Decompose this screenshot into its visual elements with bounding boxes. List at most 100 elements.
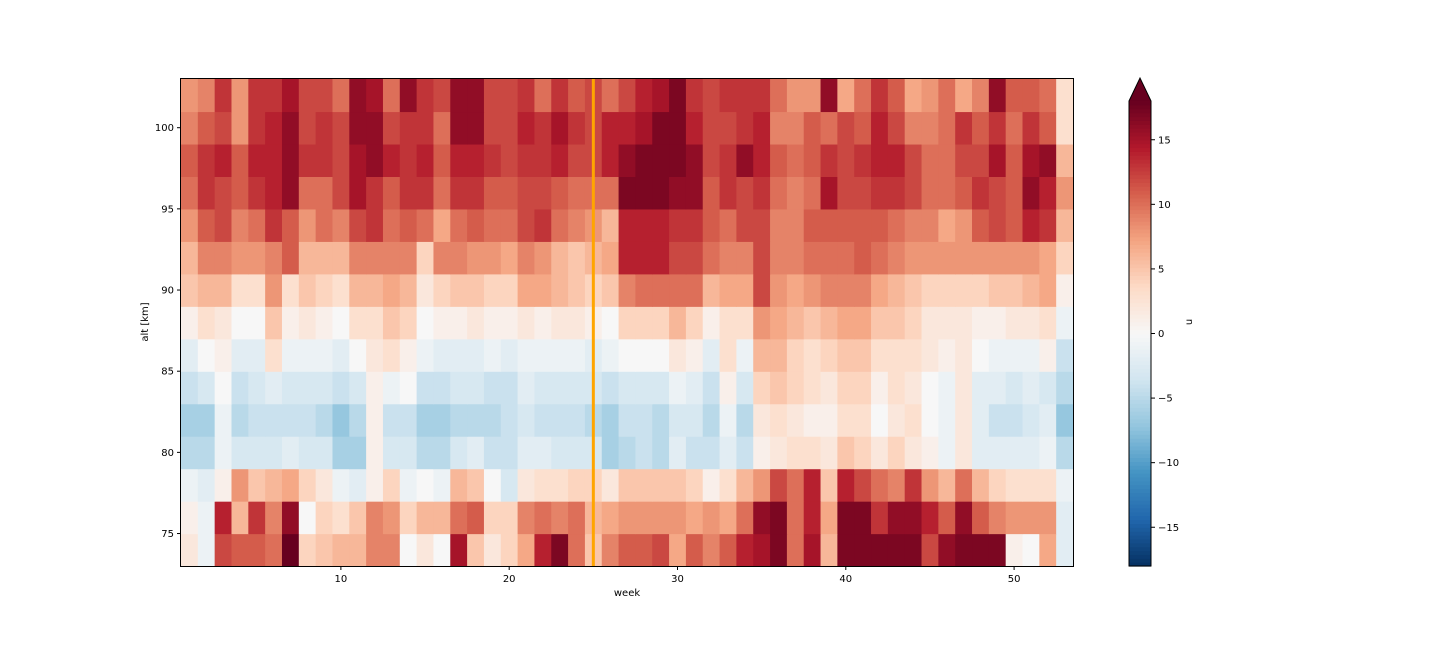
heatmap-cell xyxy=(786,241,805,275)
heatmap-cell xyxy=(568,371,586,405)
heatmap-cell xyxy=(837,533,855,567)
heatmap-cell xyxy=(601,436,620,470)
heatmap-cell xyxy=(972,338,990,372)
heatmap-cell xyxy=(450,208,468,242)
heatmap-cell xyxy=(416,371,435,405)
heatmap-cell xyxy=(1005,176,1024,210)
colorbar-segment xyxy=(1129,368,1151,373)
heatmap-cell xyxy=(265,111,283,145)
heatmap-cell xyxy=(955,208,973,242)
heatmap-cell xyxy=(988,338,1007,372)
heatmap-cell xyxy=(248,403,266,437)
heatmap-cell xyxy=(803,338,822,372)
heatmap-cell xyxy=(938,143,956,177)
heatmap-cell xyxy=(904,533,923,567)
heatmap-cell xyxy=(467,468,485,502)
heatmap-cell xyxy=(635,241,653,275)
heatmap-cell xyxy=(770,468,788,502)
heatmap-cell xyxy=(332,338,350,372)
colorbar-segment xyxy=(1129,205,1151,211)
heatmap-cell xyxy=(1005,403,1024,437)
heatmap-cell xyxy=(820,306,838,340)
heatmap-cell xyxy=(500,468,519,502)
heatmap-cell xyxy=(955,338,973,372)
colorbar-segment xyxy=(1129,294,1151,300)
heatmap-cell xyxy=(685,176,704,210)
x-tick-label: 30 xyxy=(671,574,684,585)
heatmap-cell xyxy=(382,176,401,210)
colorbar-segment xyxy=(1129,364,1151,369)
heatmap-cell xyxy=(1039,338,1057,372)
heatmap-cell xyxy=(753,143,771,177)
heatmap-cell xyxy=(315,306,334,340)
heatmap-cell xyxy=(231,533,249,567)
heatmap-cell xyxy=(433,501,451,535)
heatmap-cell xyxy=(820,176,838,210)
heatmap-cell xyxy=(820,371,838,405)
heatmap-cell xyxy=(298,208,317,242)
heatmap-cell xyxy=(1005,79,1024,113)
y-tick-label: 75 xyxy=(161,529,174,540)
heatmap-cell xyxy=(770,306,788,340)
colorbar-segment xyxy=(1129,562,1151,567)
heatmap-cell xyxy=(1039,241,1057,275)
heatmap-cell xyxy=(635,208,653,242)
heatmap-cell xyxy=(181,176,199,210)
heatmap-cell xyxy=(197,501,216,535)
heatmap-cell xyxy=(231,111,249,145)
heatmap-cell xyxy=(871,273,889,307)
heatmap-cell xyxy=(938,306,956,340)
heatmap-cell xyxy=(382,143,401,177)
heatmap-cell xyxy=(534,176,552,210)
colorbar-segment xyxy=(1129,554,1151,559)
heatmap-cell xyxy=(450,143,468,177)
heatmap-cell xyxy=(719,371,737,405)
colorbar-segment xyxy=(1129,267,1151,273)
heatmap-cell xyxy=(854,371,872,405)
heatmap-cell xyxy=(416,533,435,567)
heatmap-cell xyxy=(635,79,653,113)
colorbar-segment xyxy=(1129,135,1151,141)
heatmap-cell xyxy=(803,468,822,502)
heatmap-cell xyxy=(820,533,838,567)
colorbar-segment xyxy=(1129,345,1151,350)
heatmap-cell xyxy=(955,371,973,405)
heatmap-cell xyxy=(972,208,990,242)
heatmap-cell xyxy=(1056,468,1074,502)
heatmap-cell xyxy=(315,403,334,437)
heatmap-cell xyxy=(753,403,771,437)
colorbar-segment xyxy=(1129,426,1151,431)
colorbar-segment xyxy=(1129,159,1151,164)
heatmap-cell xyxy=(854,436,872,470)
heatmap-cell xyxy=(197,176,216,210)
heatmap-cell xyxy=(517,338,536,372)
heatmap-cell xyxy=(1056,176,1074,210)
heatmap-cell xyxy=(685,501,704,535)
heatmap-cell xyxy=(298,501,317,535)
heatmap-cell xyxy=(652,468,670,502)
colorbar-segment xyxy=(1129,484,1151,490)
heatmap-cell xyxy=(854,241,872,275)
heatmap-cell xyxy=(416,436,435,470)
heatmap-cell xyxy=(298,533,317,567)
colorbar-segment xyxy=(1129,190,1151,195)
colorbar-segment xyxy=(1129,197,1151,203)
heatmap-cell xyxy=(265,436,283,470)
heatmap-cell xyxy=(399,306,418,340)
heatmap-cell xyxy=(871,403,889,437)
heatmap-cell xyxy=(786,306,805,340)
heatmap-cell xyxy=(904,371,923,405)
heatmap-cell xyxy=(349,208,367,242)
heatmap-cell xyxy=(972,176,990,210)
heatmap-cell xyxy=(871,533,889,567)
heatmap-cell xyxy=(265,403,283,437)
heatmap-cell xyxy=(483,241,502,275)
colorbar-segment xyxy=(1129,341,1151,346)
heatmap-cell xyxy=(534,468,552,502)
heatmap-cell xyxy=(214,338,233,372)
heatmap-cell xyxy=(181,403,199,437)
heatmap-cell xyxy=(736,371,754,405)
heatmap-cell xyxy=(786,273,805,307)
colorbar-segment xyxy=(1129,287,1151,292)
heatmap-cell xyxy=(231,371,249,405)
